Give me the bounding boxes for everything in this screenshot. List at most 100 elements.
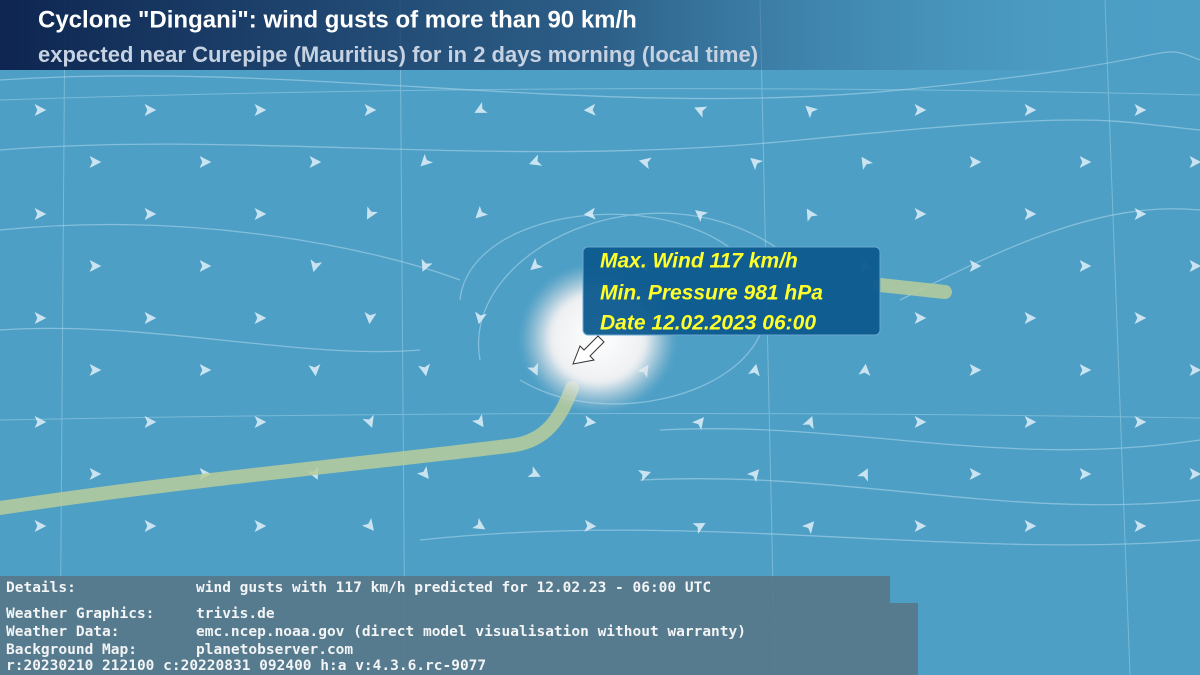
info-line: Max. Wind 117 km/h <box>600 250 798 273</box>
wind-arrow <box>969 363 982 377</box>
wind-arrow <box>199 155 212 169</box>
wind-arrow <box>254 103 267 117</box>
wind-arrow <box>144 103 157 117</box>
wind-arrow <box>746 469 760 483</box>
wind-arrow <box>914 519 927 533</box>
wind-arrow <box>801 521 815 535</box>
wind-arrow <box>199 363 212 377</box>
wind-arrow <box>89 155 102 169</box>
wind-arrow <box>34 207 47 221</box>
wind-arrow <box>1189 363 1200 377</box>
wind-arrow <box>969 155 982 169</box>
wind-arrow <box>89 363 102 377</box>
wind-arrow <box>418 363 431 377</box>
wind-arrow <box>89 467 102 481</box>
wind-arrow <box>199 259 212 273</box>
streamlines <box>0 51 1200 546</box>
footer-label: Weather Data: <box>6 624 120 640</box>
wind-arrow <box>583 415 597 428</box>
footer-value: emc.ncep.noaa.gov (direct model visualis… <box>196 624 746 640</box>
wind-arrow <box>1134 311 1147 325</box>
wind-arrow <box>748 363 760 377</box>
wind-arrow <box>34 311 47 325</box>
wind-arrow <box>310 259 323 273</box>
wind-arrow <box>144 519 157 533</box>
wind-arrow <box>529 154 543 166</box>
wind-arrow <box>857 468 868 482</box>
credits-box <box>0 603 918 675</box>
footer-label: Background Map: <box>6 642 137 658</box>
wind-arrow <box>914 415 927 429</box>
wind-arrow <box>861 156 873 170</box>
wind-arrow <box>1189 155 1200 169</box>
wind-arrow <box>1079 259 1092 273</box>
wind-arrow <box>144 415 157 429</box>
wind-arrow <box>362 414 374 428</box>
wind-arrow <box>695 210 708 223</box>
wind-arrow <box>694 106 708 118</box>
version: r:20230210 212100 c:20220831 092400 h:a … <box>6 658 486 674</box>
wind-arrow <box>1189 467 1200 481</box>
header-band <box>0 0 1200 70</box>
wind-arrow <box>1134 519 1147 533</box>
wind-arrow <box>475 205 489 219</box>
info-line: Date 12.02.2023 06:00 <box>600 312 816 335</box>
wind-arrow <box>89 259 102 273</box>
wind-arrow <box>805 105 819 119</box>
wind-arrow <box>914 103 927 117</box>
wind-arrow <box>416 466 429 480</box>
wind-arrow <box>1024 103 1037 117</box>
wind-arrow <box>692 523 706 534</box>
wind-arrow <box>254 415 267 429</box>
wind-arrow <box>1079 467 1092 481</box>
wind-arrow <box>1079 363 1092 377</box>
footer-label: Weather Graphics: <box>6 606 154 622</box>
wind-arrow <box>144 207 157 221</box>
wind-arrow <box>583 207 596 220</box>
wind-arrow <box>420 153 434 167</box>
wind-arrow <box>858 363 871 377</box>
wind-arrow <box>1189 259 1200 273</box>
wind-arrow <box>583 103 596 116</box>
footer-value: wind gusts with 117 km/h predicted for 1… <box>196 580 711 596</box>
footer-value: trivis.de <box>196 606 275 622</box>
wind-arrow <box>914 207 927 221</box>
wind-arrow <box>1134 207 1147 221</box>
wind-arrow <box>802 416 814 430</box>
wind-arrow <box>691 417 704 430</box>
wind-arrow <box>806 208 818 222</box>
wind-arrow <box>254 519 267 533</box>
wind-arrow <box>34 519 47 533</box>
wind-arrow <box>1024 311 1037 325</box>
wind-arrow <box>308 364 321 377</box>
wind-arrow <box>254 207 267 221</box>
wind-arrow <box>474 102 488 113</box>
cyclone-track <box>0 381 579 515</box>
wind-arrow <box>1024 207 1037 221</box>
wind-arrow <box>1024 519 1037 533</box>
wind-arrow <box>527 466 541 478</box>
wind-arrow <box>361 518 374 531</box>
wind-arrow <box>472 518 486 530</box>
wind-arrow <box>475 311 487 325</box>
wind-arrow <box>34 103 47 117</box>
wind-arrow <box>364 312 377 325</box>
wind-arrow <box>1134 103 1147 117</box>
footer-label: Details: <box>6 580 76 596</box>
wind-arrow <box>366 206 378 220</box>
wind-arrow <box>1134 415 1147 429</box>
wind-arrow <box>914 311 927 325</box>
wind-arrow <box>750 157 764 171</box>
wind-arrow <box>1024 415 1037 429</box>
wind-arrow <box>421 258 433 272</box>
wind-arrow <box>969 259 982 273</box>
info-line: Min. Pressure 981 hPa <box>600 282 823 305</box>
wind-arrow <box>254 311 267 325</box>
wind-arrow <box>144 311 157 325</box>
wind-arrow <box>637 470 651 482</box>
details-box <box>0 576 890 603</box>
wind-arrow <box>584 519 597 532</box>
wind-arrow <box>1079 155 1092 169</box>
info-box <box>582 246 881 336</box>
